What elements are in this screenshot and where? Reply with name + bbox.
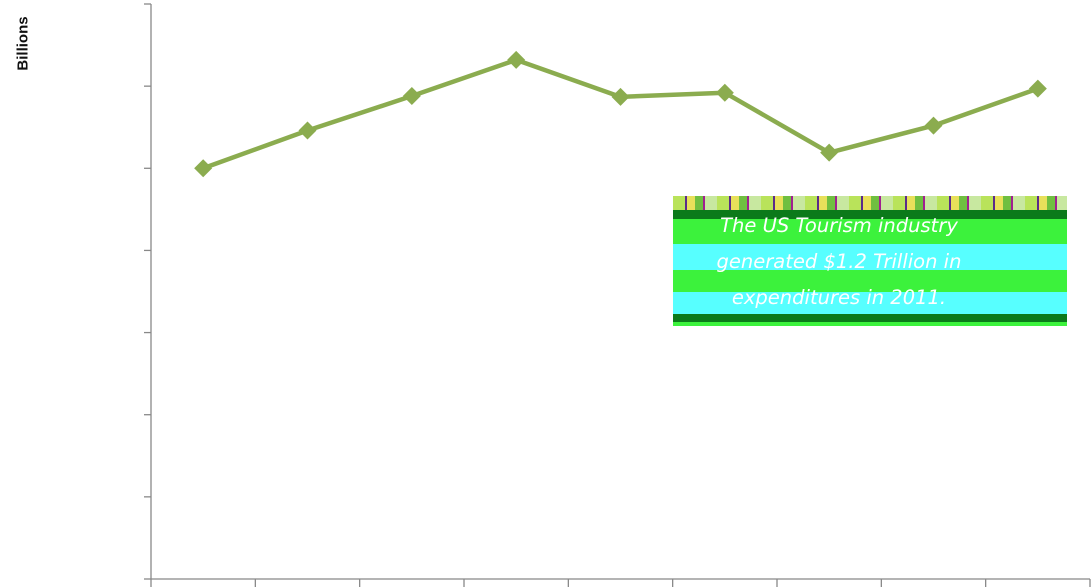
callout-band xyxy=(673,292,1067,314)
data-point-marker xyxy=(715,83,734,102)
callout-band xyxy=(673,210,1067,219)
callout-band xyxy=(673,244,1067,270)
series-line xyxy=(202,57,1039,171)
data-point-marker xyxy=(820,143,839,162)
annotation-text: The US Tourism industry generated $1.2 T… xyxy=(716,214,962,309)
callout-artifact-strip xyxy=(673,196,1067,210)
annotation-callout: The US Tourism industry generated $1.2 T… xyxy=(673,196,1067,326)
data-point-marker xyxy=(1028,79,1047,98)
data-point-marker xyxy=(611,87,630,106)
data-point-marker xyxy=(507,50,526,69)
chart-axes xyxy=(144,3,1091,587)
data-point-marker xyxy=(298,121,317,140)
data-point-marker xyxy=(194,159,213,178)
chart-series xyxy=(194,50,1047,178)
data-point-marker xyxy=(402,87,421,105)
data-point-marker xyxy=(924,116,943,135)
callout-band xyxy=(673,314,1067,322)
